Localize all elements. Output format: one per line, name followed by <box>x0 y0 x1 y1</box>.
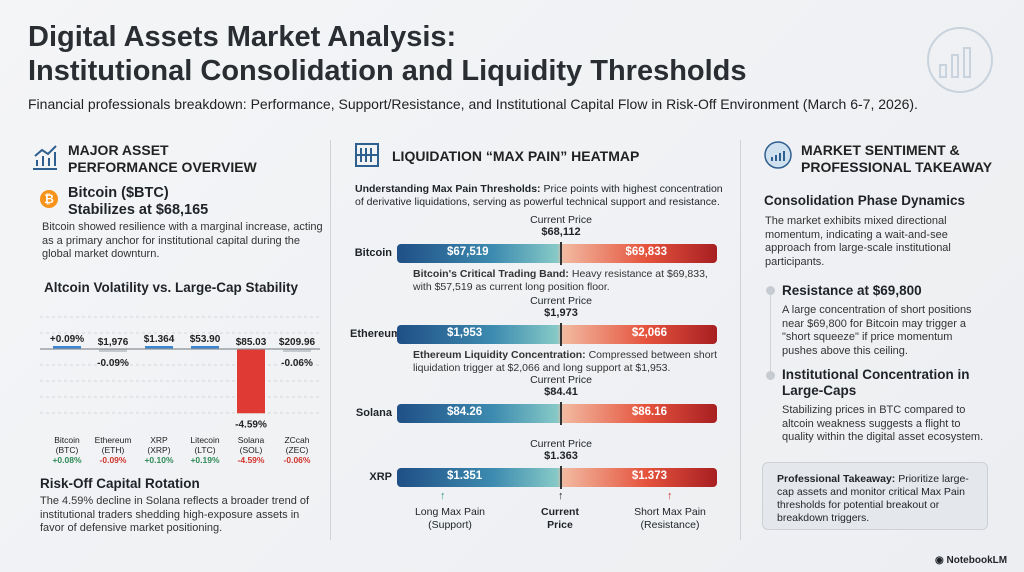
x-tick-label: XRP <box>150 435 168 445</box>
asset-note: Bitcoin's Critical Trading Band: Heavy r… <box>413 268 708 293</box>
x-tick-label: ZCcah <box>284 435 309 445</box>
decorative-chart-icon <box>927 27 993 93</box>
asset-name: XRP <box>369 471 392 483</box>
bar-top-label: $53.90 <box>190 334 221 345</box>
x-tick-ticker: (ETH) <box>102 445 125 455</box>
bar <box>283 349 311 352</box>
x-tick-ticker: (SOL) <box>240 445 263 455</box>
chart-title: Altcoin Volatility vs. Large-Cap Stabili… <box>44 280 299 295</box>
legend-short-max-pain: Short Max Pain (Resistance) <box>634 506 706 531</box>
sentiment-icon <box>764 141 792 169</box>
title-line-1: Digital Assets Market Analysis: <box>28 21 457 53</box>
bar-bottom-label: -4.59% <box>235 419 267 430</box>
bar <box>145 346 173 349</box>
btc-text: Bitcoin showed resilience with a margina… <box>42 221 323 260</box>
x-tick-ticker: (BTC) <box>56 445 79 455</box>
performance-chart-icon <box>33 145 57 170</box>
x-tick-label: Ethereum <box>95 435 132 445</box>
resistance-arrow-icon: ↑ <box>667 490 673 502</box>
x-tick-change: +0.10% <box>144 455 174 465</box>
timeline-dot <box>766 371 775 380</box>
section-title-heatmap: LIQUIDATION “MAX PAIN” HEATMAP <box>392 148 640 164</box>
btc-headline: Bitcoin ($BTC) Stabilizes at $68,165 <box>68 185 209 218</box>
section-title-performance: MAJOR ASSET PERFORMANCE OVERVIEW <box>68 142 257 175</box>
asset-note: Ethereum Liquidity Concentration: Compre… <box>413 349 717 374</box>
divider <box>740 140 741 540</box>
asset-name: Bitcoin <box>354 247 392 259</box>
max-pain-bar: $1.351 $1.373 <box>397 466 717 489</box>
short-max-pain-value: $69,833 <box>625 246 667 258</box>
institutional-title: Institutional Concentration in Large-Cap… <box>782 367 970 398</box>
long-max-pain-value: $1,953 <box>447 327 483 339</box>
bar-top-label: $209.96 <box>279 337 316 348</box>
consolidation-title: Consolidation Phase Dynamics <box>764 193 966 208</box>
asset-name: Ethereum <box>350 328 401 340</box>
max-pain-bar: $84.26 $86.16 <box>397 402 717 425</box>
bar <box>99 349 127 352</box>
current-price-marker <box>560 402 562 425</box>
performance-bar-chart: +0.09% Bitcoin(BTC)+0.08% $1,976 -0.09% Ethe… <box>40 316 320 465</box>
long-max-pain-value: $84.26 <box>447 406 483 418</box>
x-tick-change: -0.09% <box>100 455 127 465</box>
asset-name: Solana <box>355 407 392 419</box>
resistance-text: A large concentration of short positions… <box>782 304 972 357</box>
title-line-2: Institutional Consolidation and Liquidit… <box>28 55 747 87</box>
current-price-label: Current Price $84.41 <box>530 374 592 398</box>
bar-bottom-label: -0.06% <box>281 358 313 369</box>
current-price-marker <box>560 323 562 346</box>
x-tick-change: -4.59% <box>238 455 265 465</box>
x-tick-label: Solana <box>238 435 265 445</box>
notebooklm-brand: ◉ NotebookLM <box>935 555 1008 566</box>
short-max-pain-value: $86.16 <box>631 406 667 418</box>
max-pain-bar: $1,953 $2,066 <box>397 323 717 346</box>
bar-top-label: $1.364 <box>144 334 175 345</box>
bitcoin-icon: ₿ <box>40 190 58 208</box>
x-tick-change: -0.06% <box>284 455 311 465</box>
x-tick-ticker: (XRP) <box>147 445 170 455</box>
max-pain-bar: $67,519 $69,833 <box>397 242 717 265</box>
legend-long-max-pain: Long Max Pain (Support) <box>414 506 486 531</box>
legend-current-price: Current Price <box>541 506 579 531</box>
x-tick-ticker: (ZEC) <box>286 445 309 455</box>
heatmap-icon <box>355 143 379 167</box>
section-title-sentiment: MARKET SENTIMENT & PROFESSIONAL TAKEAWAY <box>801 142 993 175</box>
current-price-marker <box>560 466 562 489</box>
page-subtitle: Financial professionals breakdown: Perfo… <box>28 96 918 112</box>
bar-top-label: $1,976 <box>98 337 129 348</box>
heatmap-intro: Understanding Max Pain Thresholds: Price… <box>355 183 723 208</box>
current-price-label: Current Price $68,112 <box>530 214 592 238</box>
risk-text: The 4.59% decline in Solana reflects a b… <box>40 495 310 534</box>
x-tick-change: +0.08% <box>52 455 82 465</box>
timeline-line <box>770 290 771 380</box>
brand-icon: ◉ <box>935 555 947 566</box>
short-max-pain-value: $2,066 <box>631 327 667 339</box>
consolidation-text: The market exhibits mixed directional mo… <box>765 215 951 268</box>
bar <box>191 346 219 349</box>
professional-takeaway-box: Professional Takeaway: Prioritize large-… <box>762 462 988 530</box>
divider <box>330 140 331 540</box>
resistance-title: Resistance at $69,800 <box>782 283 922 298</box>
x-tick-label: Litecoin <box>190 435 220 445</box>
short-max-pain-value: $1.373 <box>631 470 667 482</box>
support-arrow-icon: ↑ <box>440 490 446 502</box>
long-max-pain-value: $67,519 <box>447 246 489 258</box>
institutional-text: Stabilizing prices in BTC compared to al… <box>782 404 984 443</box>
current-price-marker <box>560 242 562 265</box>
page-title: Digital Assets Market Analysis: Instituti… <box>28 20 747 88</box>
timeline-dot <box>766 286 775 295</box>
bar <box>237 349 265 414</box>
bar-top-label: $85.03 <box>236 337 267 348</box>
bar-top-label: +0.09% <box>50 334 84 345</box>
bar-bottom-label: -0.09% <box>97 358 129 369</box>
x-tick-change: +0.19% <box>190 455 220 465</box>
current-price-label: Current Price $1.363 <box>530 438 592 462</box>
bar <box>53 346 81 349</box>
current-price-label: Current Price $1,973 <box>530 295 592 319</box>
current-arrow-icon: ↑ <box>558 490 564 502</box>
risk-title: Risk-Off Capital Rotation <box>40 476 200 491</box>
x-tick-label: Bitcoin <box>54 435 80 445</box>
x-tick-ticker: (LTC) <box>194 445 215 455</box>
long-max-pain-value: $1.351 <box>447 470 483 482</box>
